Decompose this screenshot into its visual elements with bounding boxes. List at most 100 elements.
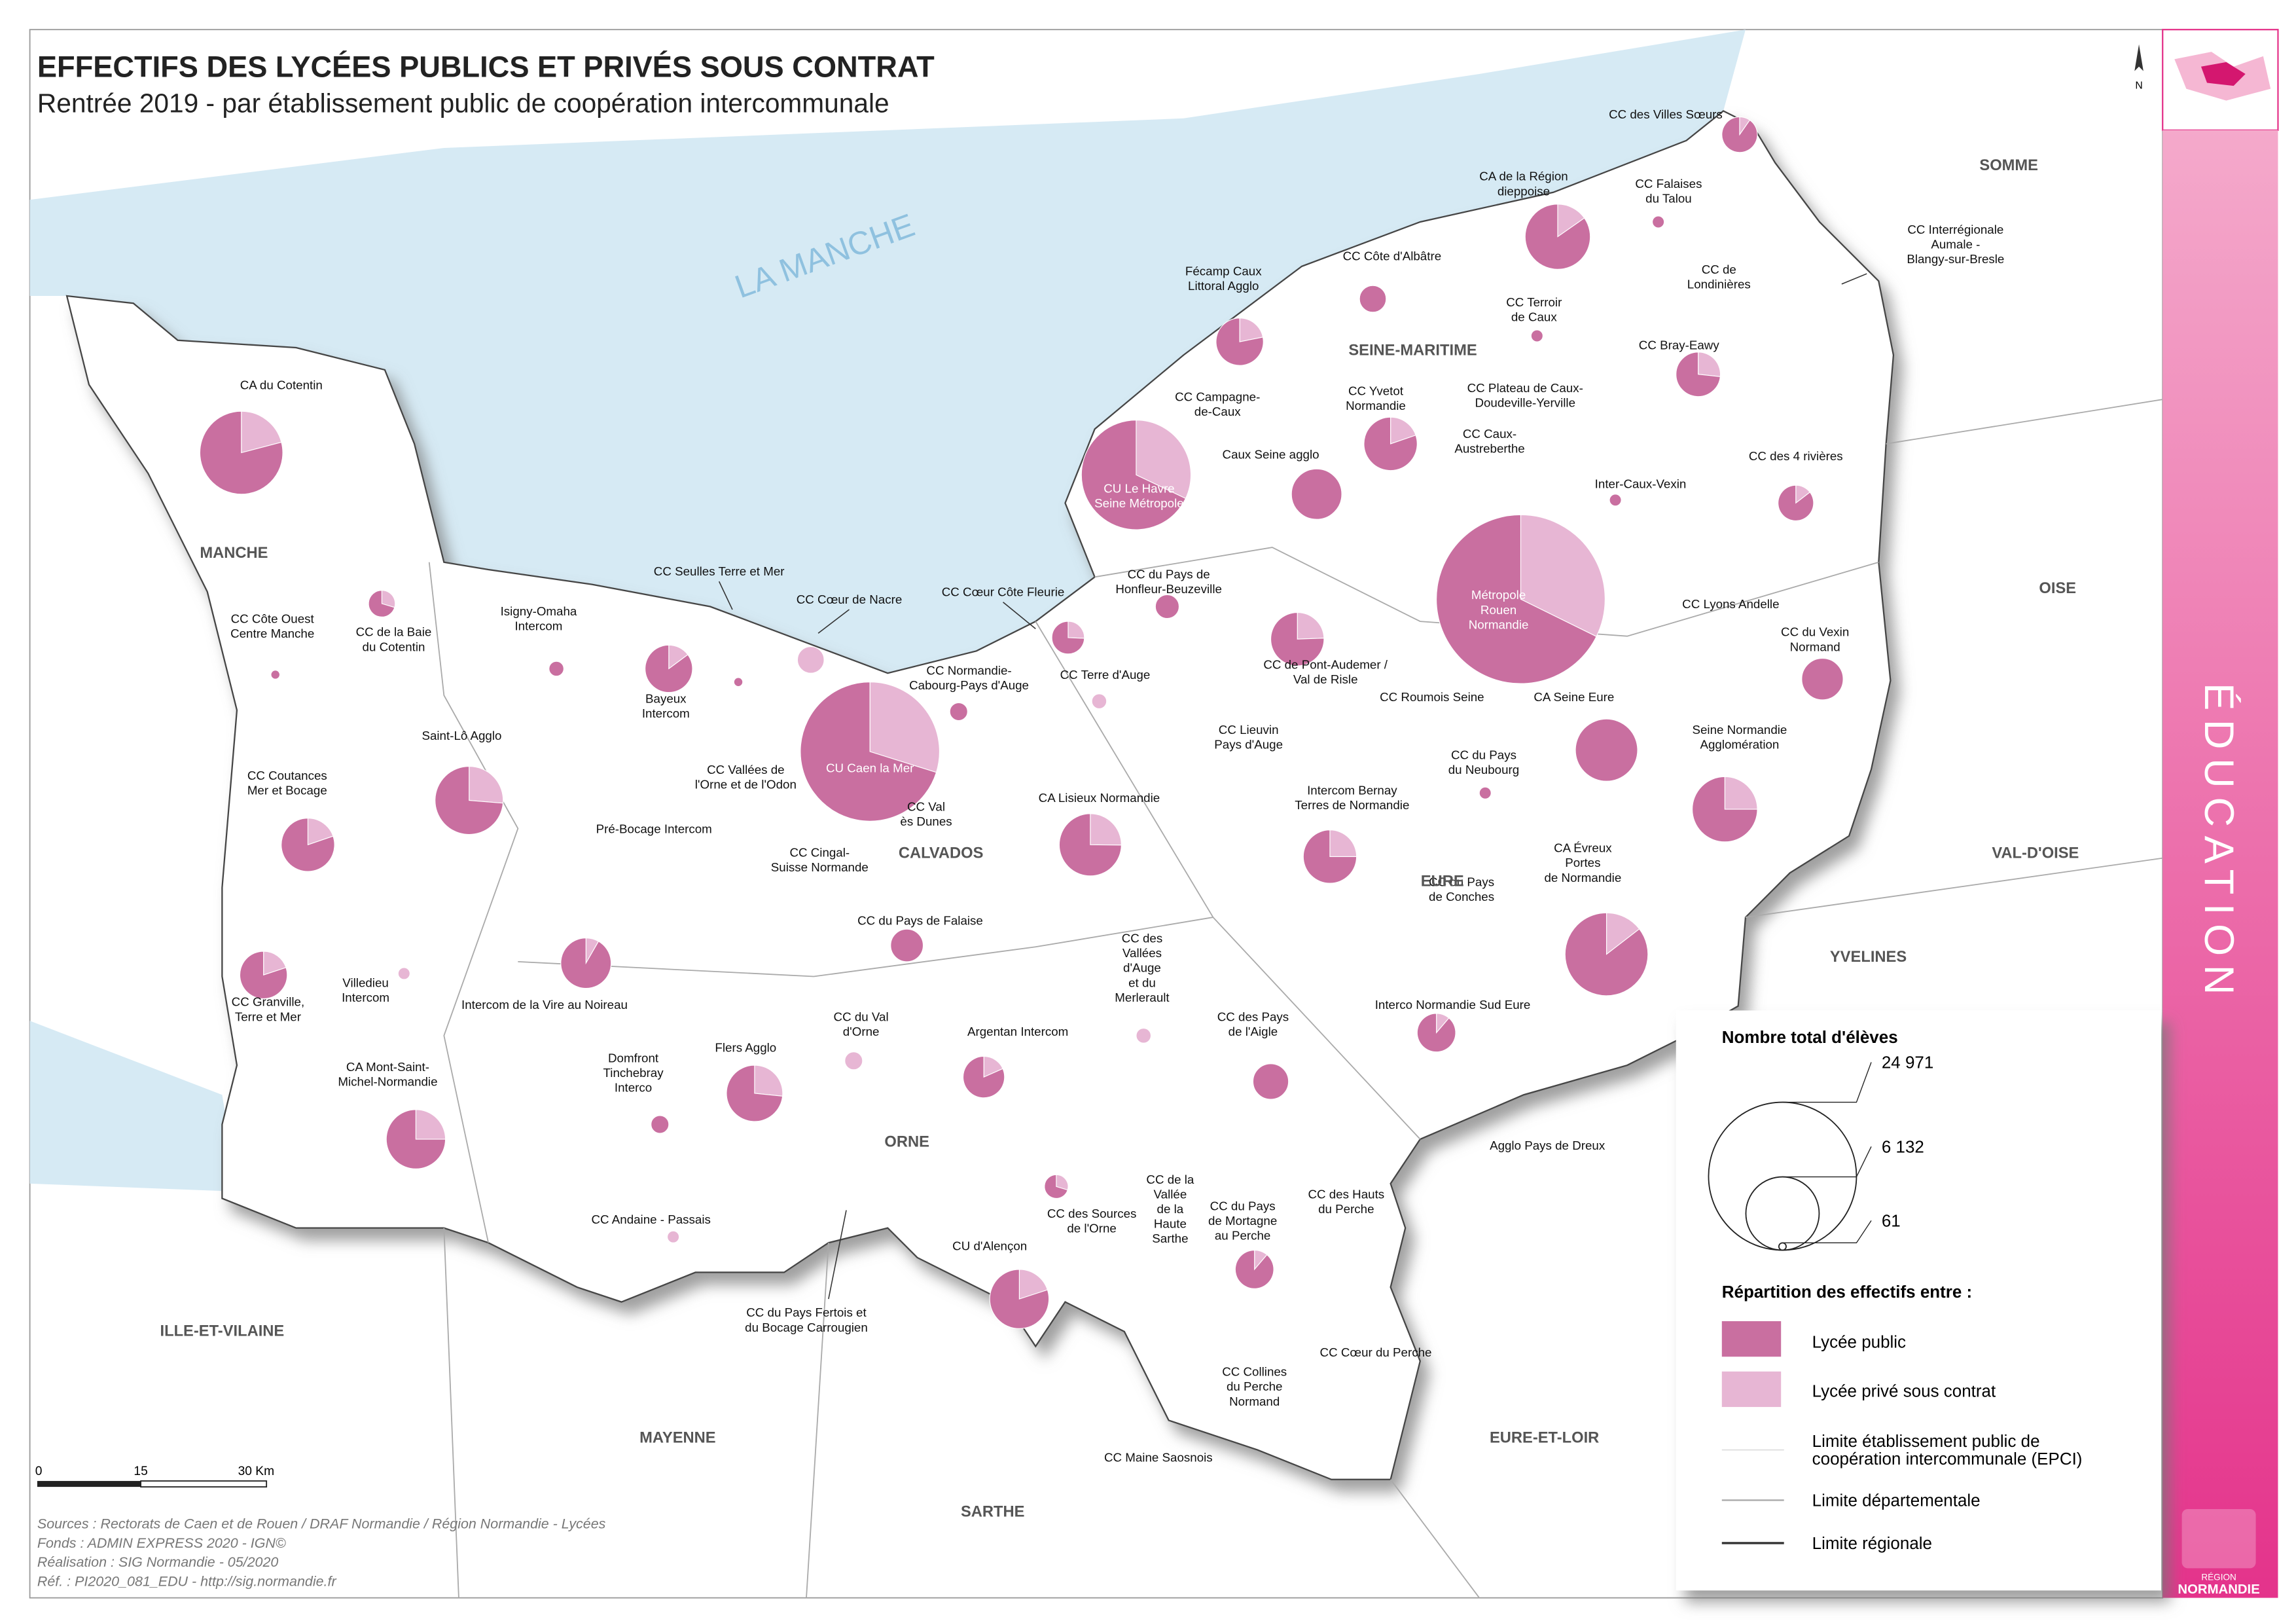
label-line: Inter-Caux-Vexin: [1595, 477, 1687, 491]
department-label: EURE: [1421, 873, 1464, 890]
epci-label: CC de la Baie du Cotentin: [356, 625, 432, 654]
scale-bar: [140, 1480, 268, 1488]
label-line: CC des: [1122, 931, 1163, 945]
label-line: CC Côte d'Albâtre: [1343, 249, 1442, 263]
pie-public: [1252, 1063, 1289, 1100]
label-line: Villedieu: [342, 976, 389, 989]
label-line: du Perche: [1227, 1379, 1282, 1393]
source-line: Réf. : PI2020_081_EDU - http://sig.norma…: [37, 1574, 337, 1590]
labels: CC des Villes Sœurs CA de la Région dieppo…: [160, 107, 2079, 1521]
epci-label: CU Le Havre Seine Métropole: [1094, 482, 1184, 511]
label-line: CC Cœur Côte Fleurie: [942, 585, 1065, 599]
label-line: Terre et Mer: [235, 1010, 301, 1023]
label-line: CC Maine Saosnois: [1104, 1451, 1213, 1465]
label-line: de l'Orne: [1067, 1221, 1116, 1235]
label-line: CC du Vexin: [1781, 625, 1849, 639]
epci-label: CC Plateau de Caux-Doudeville-Yerville: [1467, 381, 1583, 410]
epci-label: CC de Pont-Audemer / Val de Risle: [1263, 657, 1388, 686]
epci-label: CC Maine Saosnois: [1104, 1451, 1213, 1465]
label-line: Caux Seine agglo: [1223, 448, 1319, 462]
department-label: VAL-D'OISE: [1992, 845, 2079, 862]
label-line: CU Le Havre: [1103, 482, 1174, 496]
label-line: CC Interrégionale: [1907, 223, 2003, 236]
label-line: du Cotentin: [363, 640, 425, 653]
pie-public: [1778, 484, 1814, 522]
label-line: du Bocage Carrougien: [745, 1321, 868, 1334]
pie-public: [1051, 621, 1085, 655]
label-line: Intercom de la Vire au Noireau: [461, 998, 628, 1012]
label-line: CC des Villes Sœurs: [1609, 107, 1723, 121]
label-line: Sarthe: [1152, 1231, 1188, 1245]
legend-title: Nombre total d'élèves: [1722, 1027, 1898, 1047]
scale-bar: [37, 1481, 141, 1487]
pie-public: [435, 765, 504, 835]
label-line: Flers Agglo: [715, 1041, 776, 1055]
label-line: du Perche: [1318, 1202, 1374, 1216]
label-line: CC du Pays: [1451, 748, 1516, 761]
label-line: Domfront: [608, 1051, 659, 1065]
label-line: Pays d'Auge: [1214, 737, 1283, 751]
epci-label: Fécamp Caux Littoral Agglo: [1185, 264, 1262, 293]
legend-leader: [1782, 1220, 1872, 1244]
pie-public: [1436, 514, 1597, 684]
label-line: Interco: [615, 1081, 652, 1095]
dep-limit: [1745, 857, 2163, 918]
label-line: Argentan Intercom: [967, 1025, 1068, 1038]
epci-label: CC Normandie-Cabourg-Pays d'Auge: [909, 663, 1029, 692]
epci-label: Seine Normandie Agglomération: [1692, 723, 1787, 752]
epci-label: CC du Pays de Honfleur-Beuzeville: [1115, 568, 1222, 596]
pie-public: [199, 410, 283, 495]
leader-line: [828, 1210, 847, 1300]
label-line: CC Cœur du Perche: [1320, 1345, 1432, 1359]
source-line: Fonds : ADMIN EXPRESS 2020 - IGN©: [37, 1535, 286, 1551]
epci-label: CA Seine Eure: [1534, 690, 1614, 704]
epci-label: CC des Sources de l'Orne: [1047, 1207, 1137, 1235]
epci-label: CC Bray-Eawy: [1639, 338, 1720, 352]
department-label: SEINE-MARITIME: [1348, 342, 1477, 359]
label-line: CC de Pont-Audemer /: [1263, 657, 1388, 671]
label-line: CA Lisieux Normandie: [1039, 791, 1160, 805]
legend-entry: Lycée privé sous contrat: [1812, 1381, 1996, 1400]
label-line: CC Cœur de Nacre: [797, 593, 902, 606]
epci-label: CC Côte d'Albâtre: [1343, 249, 1442, 263]
pie-prive: [797, 646, 825, 674]
pie-prive: [1520, 514, 1605, 637]
label-line: CC Falaises: [1635, 177, 1702, 191]
pie-public: [281, 818, 335, 872]
pie-prive: [1605, 912, 1640, 955]
label-line: Vallées: [1122, 946, 1162, 960]
pie-prive: [415, 1109, 446, 1140]
department-label: ILLE-ET-VILAINE: [160, 1323, 284, 1340]
dep-limit: [428, 562, 519, 1243]
label-line: CC Terre d'Auge: [1060, 668, 1151, 682]
legend-swatch: [1721, 1321, 1782, 1357]
locator-normandie: [2200, 62, 2246, 86]
pie-prive: [1056, 1174, 1069, 1191]
pie-public: [1044, 1174, 1068, 1199]
label-line: Seine Normandie: [1692, 723, 1787, 737]
label-line: CC Caux-: [1463, 427, 1516, 441]
pie-public: [560, 938, 612, 989]
pie-public: [949, 702, 968, 721]
pie-public: [1270, 611, 1325, 666]
label-line: Normand: [1790, 640, 1840, 653]
label-line: CA de la Région: [1479, 170, 1568, 183]
legend-size-label: 61: [1882, 1211, 1901, 1230]
epci-label: Argentan Intercom: [967, 1025, 1068, 1038]
pie-prive: [1136, 420, 1192, 500]
label-line: Michel-Normandie: [338, 1075, 437, 1089]
label-line: CU Caen la Mer: [826, 761, 914, 775]
pie-public: [386, 1109, 446, 1169]
epci-label: Intercom Bernay Terres de Normandie: [1295, 784, 1409, 812]
pie-public: [726, 1065, 783, 1122]
label-line: Doudeville-Yerville: [1475, 395, 1575, 409]
epci-label: CC Yvetot Normandie: [1346, 384, 1406, 412]
pie-public: [1692, 776, 1758, 843]
logo-line: NORMANDIE: [2178, 1582, 2259, 1597]
scale-label: 30 Km: [238, 1465, 274, 1478]
dep-limit: [1886, 399, 2163, 445]
epci-label: CC Cingal-Suisse Normande: [771, 845, 869, 874]
department-label: OISE: [2039, 580, 2076, 597]
dep-limit: [518, 917, 1213, 977]
pie-prive: [754, 1065, 783, 1097]
